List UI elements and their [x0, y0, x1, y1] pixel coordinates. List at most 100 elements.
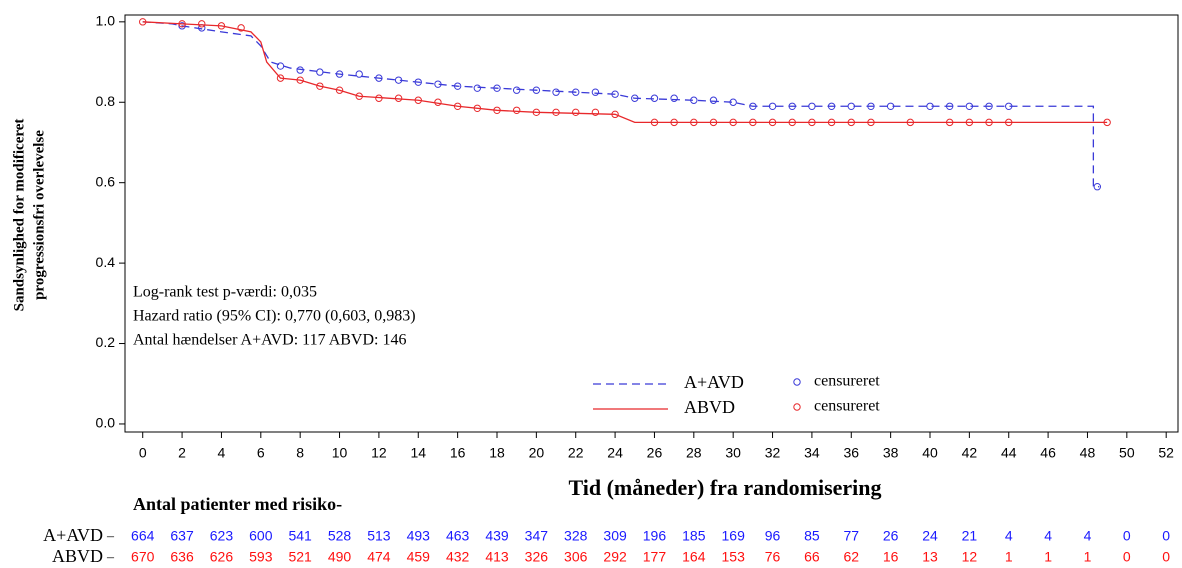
censor-mark: [493, 106, 501, 115]
risk-dash: –: [106, 550, 115, 565]
censor-mark: [572, 88, 580, 96]
x-tick-label: 44: [1001, 445, 1017, 461]
x-tick-label: 38: [883, 445, 899, 461]
x-axis-label: Tid (måneder) fra randomisering: [568, 475, 881, 500]
censor-mark: [591, 108, 600, 117]
y-tick-label: 0.0: [96, 415, 116, 431]
censor-mark: [1005, 102, 1013, 110]
censor-mark: [453, 102, 462, 110]
risk-value: 528: [328, 528, 352, 544]
risk-value: 439: [485, 528, 509, 544]
censor-mark: [434, 80, 442, 88]
censor-mark: [552, 108, 560, 117]
y-tick-label: 0.6: [96, 173, 116, 189]
x-tick-label: 42: [962, 445, 978, 461]
legend-censor-label: censureret: [814, 398, 880, 415]
censor-mark: [296, 76, 304, 84]
censor-mark: [512, 106, 521, 115]
survival-curve: [142, 21, 1108, 124]
y-tick-label: 1.0: [96, 13, 116, 29]
risk-value: 1: [1084, 549, 1092, 565]
censor-mark: [414, 96, 422, 104]
censor-mark: [867, 118, 875, 127]
x-tick-label: 34: [804, 445, 820, 461]
censor-mark: [945, 118, 954, 127]
censor-mark: [453, 82, 462, 90]
annotation: Antal hændelser A+AVD: 117 ABVD: 146: [133, 332, 406, 349]
risk-value: 21: [962, 528, 978, 544]
censor-mark: [1005, 118, 1013, 127]
censor-mark: [375, 74, 383, 82]
censor-mark: [965, 118, 974, 127]
censor-mark: [316, 82, 324, 90]
risk-value: 623: [210, 528, 234, 544]
censor-mark: [749, 102, 757, 110]
risk-value: 521: [288, 549, 312, 565]
censor-mark: [1103, 118, 1111, 127]
censor-mark: [847, 118, 855, 127]
x-tick-label: 14: [410, 445, 426, 461]
censor-mark: [847, 102, 855, 110]
censor-mark: [631, 94, 639, 102]
risk-value: 0: [1162, 528, 1170, 544]
risk-value: 196: [643, 528, 667, 544]
x-tick-label: 40: [922, 445, 938, 461]
censor-mark: [670, 94, 678, 102]
censor-mark: [552, 88, 560, 96]
censor-mark: [316, 68, 324, 76]
x-tick-label: 52: [1158, 445, 1174, 461]
x-tick-label: 30: [725, 445, 741, 461]
legend-label: A+AVD: [684, 372, 744, 392]
censor-mark: [670, 118, 678, 127]
censor-mark: [729, 98, 737, 106]
x-tick-label: 0: [139, 445, 147, 461]
risk-value: 306: [564, 549, 588, 565]
x-tick-label: 4: [218, 445, 226, 461]
risk-value: 4: [1084, 528, 1092, 544]
censor-mark: [985, 118, 993, 127]
x-tick-label: 16: [450, 445, 466, 461]
risk-value: 637: [170, 528, 194, 544]
risk-value: 541: [288, 528, 312, 544]
x-tick-label: 50: [1119, 445, 1135, 461]
censor-mark: [591, 88, 600, 96]
risk-value: 347: [525, 528, 549, 544]
censor-mark: [650, 94, 659, 102]
risk-value: 169: [722, 528, 746, 544]
risk-value: 13: [922, 549, 938, 565]
legend-censor-label: censureret: [814, 373, 880, 390]
risk-value: 413: [485, 549, 509, 565]
x-tick-label: 8: [296, 445, 304, 461]
risk-value: 326: [525, 549, 549, 565]
risk-value: 76: [765, 549, 781, 565]
censor-mark: [729, 118, 737, 127]
censor-mark: [886, 102, 895, 110]
censor-mark: [217, 22, 226, 30]
censor-mark: [690, 118, 698, 127]
x-tick-label: 48: [1080, 445, 1096, 461]
risk-dash: –: [106, 529, 115, 544]
censor-mark: [178, 20, 186, 28]
risk-value: 4: [1044, 528, 1052, 544]
censor-mark: [276, 62, 285, 70]
censor-mark: [827, 118, 836, 127]
censor-mark: [237, 24, 245, 32]
risk-value: 670: [131, 549, 155, 565]
risk-value: 12: [962, 549, 978, 565]
censor-mark: [650, 118, 659, 127]
risk-value: 62: [843, 549, 859, 565]
risk-value: 85: [804, 528, 820, 544]
x-tick-label: 36: [843, 445, 859, 461]
censor-mark: [473, 84, 482, 92]
risk-value: 636: [170, 549, 194, 565]
survival-curve: [142, 21, 1100, 188]
risk-value: 77: [843, 528, 859, 544]
risk-value: 600: [249, 528, 273, 544]
y-tick-label: 0.8: [96, 93, 116, 109]
y-axis-label: progressionsfri overlevelse: [31, 130, 47, 300]
censor-mark: [906, 118, 915, 127]
censor-mark: [945, 102, 954, 110]
risk-value: 66: [804, 549, 820, 565]
censor-mark: [965, 102, 974, 110]
censor-mark: [532, 86, 541, 94]
